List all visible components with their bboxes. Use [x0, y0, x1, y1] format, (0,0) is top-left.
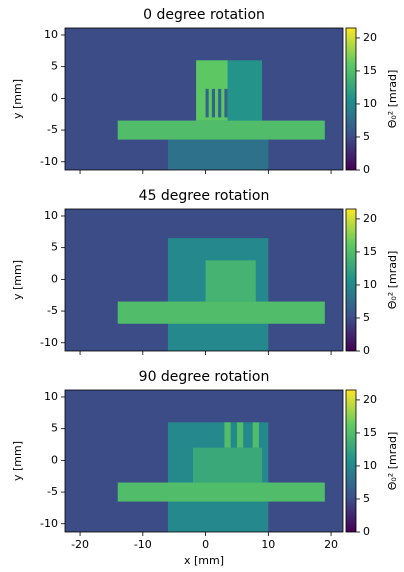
y-tick-label: -5 [47, 304, 58, 317]
colorbar-label: Θ₀² [mrad] [386, 432, 399, 491]
axes-frame [64, 389, 344, 533]
y-axis-label: y [mm] [11, 260, 24, 300]
y-tick-label: -10 [40, 517, 58, 530]
colorbar-tick-label: 10 [363, 278, 377, 291]
y-tick-label: 0 [51, 272, 58, 285]
region [252, 422, 259, 448]
y-tick-label: 10 [44, 390, 58, 403]
colorbar-tick-label: 5 [363, 311, 370, 324]
colorbar-tick-label: 5 [363, 130, 370, 143]
colorbar-tick-label: 20 [363, 212, 377, 225]
region [224, 422, 231, 448]
colorbar-tick-label: 15 [363, 426, 377, 439]
colorbar-tick-label: 15 [363, 64, 377, 77]
y-tick-label: -10 [40, 155, 58, 168]
colorbar-tick-label: 0 [363, 344, 370, 357]
colorbar-label: Θ₀² [mrad] [386, 251, 399, 310]
y-axis-label: y [mm] [11, 79, 24, 119]
x-tick-label: 20 [324, 538, 338, 551]
y-tick-label: 5 [51, 241, 58, 254]
region [205, 88, 209, 118]
region [193, 447, 263, 483]
y-tick-label: -5 [47, 485, 58, 498]
region [117, 120, 325, 140]
colorbar-label: Θ₀² [mrad] [386, 70, 399, 129]
colorbar [345, 389, 357, 533]
region [236, 422, 244, 448]
y-tick-label: 10 [44, 209, 58, 222]
colorbar-tick-label: 15 [363, 245, 377, 258]
x-tick-label: 0 [202, 538, 209, 551]
region [117, 482, 325, 502]
colorbar-tick-label: 5 [363, 492, 370, 505]
y-tick-label: 0 [51, 453, 58, 466]
x-tick-label: -10 [134, 538, 152, 551]
colorbar [345, 208, 357, 352]
region [205, 260, 256, 302]
y-tick-label: -10 [40, 336, 58, 349]
y-tick-label: 5 [51, 60, 58, 73]
region [224, 88, 228, 118]
colorbar-tick-label: 20 [363, 393, 377, 406]
axes-frame [64, 27, 344, 171]
region [218, 88, 222, 118]
y-tick-label: 0 [51, 91, 58, 104]
panel-title: 90 degree rotation [139, 369, 270, 385]
colorbar-tick-label: 10 [363, 97, 377, 110]
colorbar-tick-label: 20 [363, 31, 377, 44]
panel-title: 0 degree rotation [143, 7, 265, 23]
region [117, 301, 325, 324]
x-tick-label: 10 [261, 538, 275, 551]
y-axis-label: y [mm] [11, 441, 24, 481]
y-tick-label: -5 [47, 123, 58, 136]
y-tick-label: 5 [51, 422, 58, 435]
colorbar-tick-label: 10 [363, 459, 377, 472]
y-tick-label: 10 [44, 28, 58, 41]
colorbar-tick-label: 0 [363, 525, 370, 538]
region [211, 88, 215, 118]
colorbar [345, 27, 357, 171]
axes-frame [64, 208, 344, 352]
x-axis-label: x [mm] [184, 554, 224, 567]
colorbar-tick-label: 0 [363, 163, 370, 176]
panel-title: 45 degree rotation [139, 188, 270, 204]
x-tick-label: -20 [71, 538, 89, 551]
